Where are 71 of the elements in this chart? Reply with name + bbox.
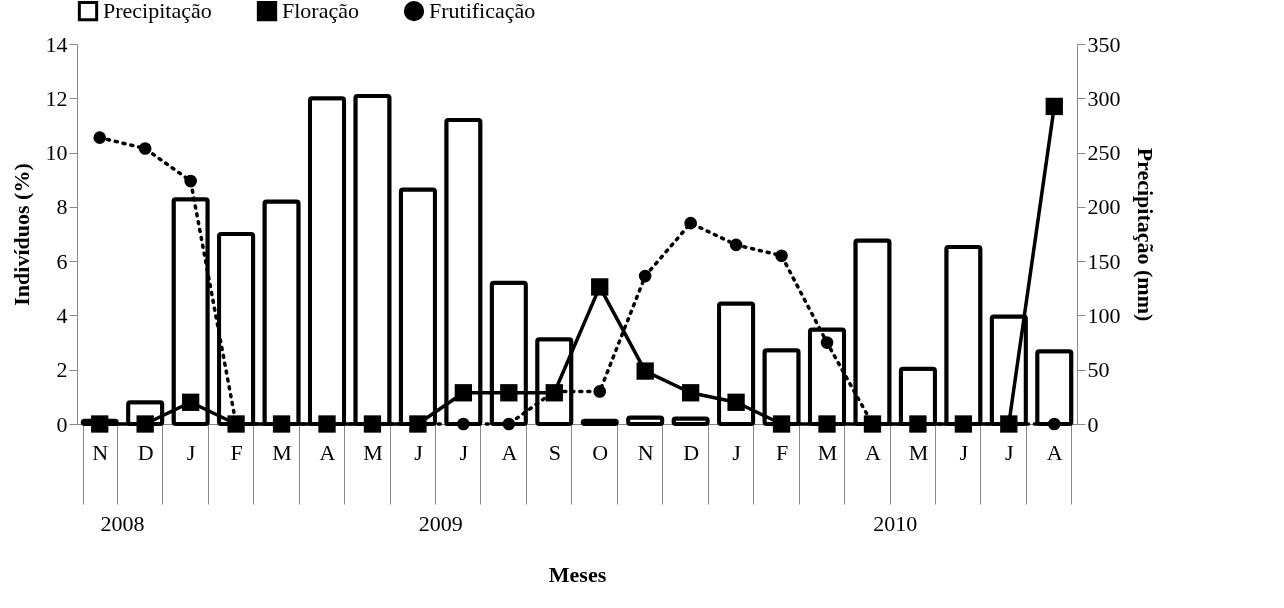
y-tick-label: 12 (45, 85, 68, 111)
point (181, 393, 200, 411)
x-tick-label: A (319, 439, 336, 465)
y2-axis-title: Precipitação (mm) (1132, 147, 1158, 322)
x-axis-title: Meses (548, 562, 607, 587)
point (1047, 417, 1061, 431)
y-tick-label: 8 (56, 194, 68, 220)
y-tick-label: 4 (56, 302, 68, 328)
x-tick-label: A (1046, 439, 1063, 465)
y2-tick-label: 350 (1087, 31, 1121, 57)
point (729, 238, 743, 252)
point (818, 415, 836, 433)
y2-tick-label: 100 (1087, 302, 1121, 328)
point (138, 142, 152, 155)
y-axis-title: Indivíduos (%) (8, 163, 34, 306)
point (820, 336, 834, 349)
point (772, 415, 791, 433)
x-tick-label: D (137, 439, 154, 465)
x-tick-label: N (637, 439, 654, 465)
legend-label: Floração (282, 0, 359, 24)
y2-tick-label: 300 (1087, 85, 1121, 111)
y2-tick-label: 150 (1087, 248, 1121, 274)
y-tick-label: 2 (56, 357, 68, 383)
x-tick-label: J (732, 439, 742, 465)
legend-label: Frutificação (429, 0, 536, 24)
point (681, 384, 700, 402)
point (591, 278, 609, 296)
x-tick-label: O (592, 439, 609, 465)
y-tick-label: 14 (45, 31, 68, 57)
text: 2009 (418, 511, 463, 536)
point (136, 415, 154, 433)
y2-tick-label: 0 (1087, 411, 1099, 437)
point (500, 384, 518, 402)
point (593, 385, 607, 398)
point (636, 362, 654, 380)
x-tick-label: J (414, 439, 424, 465)
point (1045, 97, 1063, 116)
x-tick-label: N (92, 439, 109, 465)
point (184, 174, 197, 188)
y-tick-label: 0 (56, 411, 68, 437)
point (457, 417, 470, 431)
point (684, 216, 697, 230)
x-tick-label: M (363, 439, 383, 465)
x-tick-label: A (865, 439, 882, 465)
x-tick-label: M (908, 439, 929, 465)
point (727, 393, 745, 411)
y-tick-label: 6 (56, 248, 68, 274)
point (93, 131, 107, 144)
point (91, 415, 109, 433)
y2-tick-label: 250 (1087, 140, 1121, 166)
legend-label: Precipitação (103, 0, 212, 24)
x-tick-label: M (817, 439, 838, 465)
x-tick-label: J (959, 439, 969, 465)
x-tick-label: F (230, 439, 243, 465)
y-tick-label: 10 (45, 140, 68, 166)
y2-tick-label: 200 (1087, 194, 1121, 220)
y2-tick-label: 50 (1087, 357, 1110, 383)
x-tick-label: J (186, 439, 196, 465)
x-tick-label: S (548, 439, 561, 465)
point (638, 269, 652, 283)
x-tick-label: J (1005, 439, 1015, 465)
x-tick-label: M (272, 439, 292, 465)
text: 2008 (100, 511, 145, 536)
text: 2010 (873, 511, 918, 536)
x-tick-label: F (775, 439, 789, 465)
x-tick-label: J (459, 439, 469, 465)
x-tick-label: D (683, 439, 700, 465)
point (502, 417, 516, 431)
x-tick-label: A (501, 439, 518, 465)
point (454, 384, 473, 402)
point (775, 249, 788, 263)
